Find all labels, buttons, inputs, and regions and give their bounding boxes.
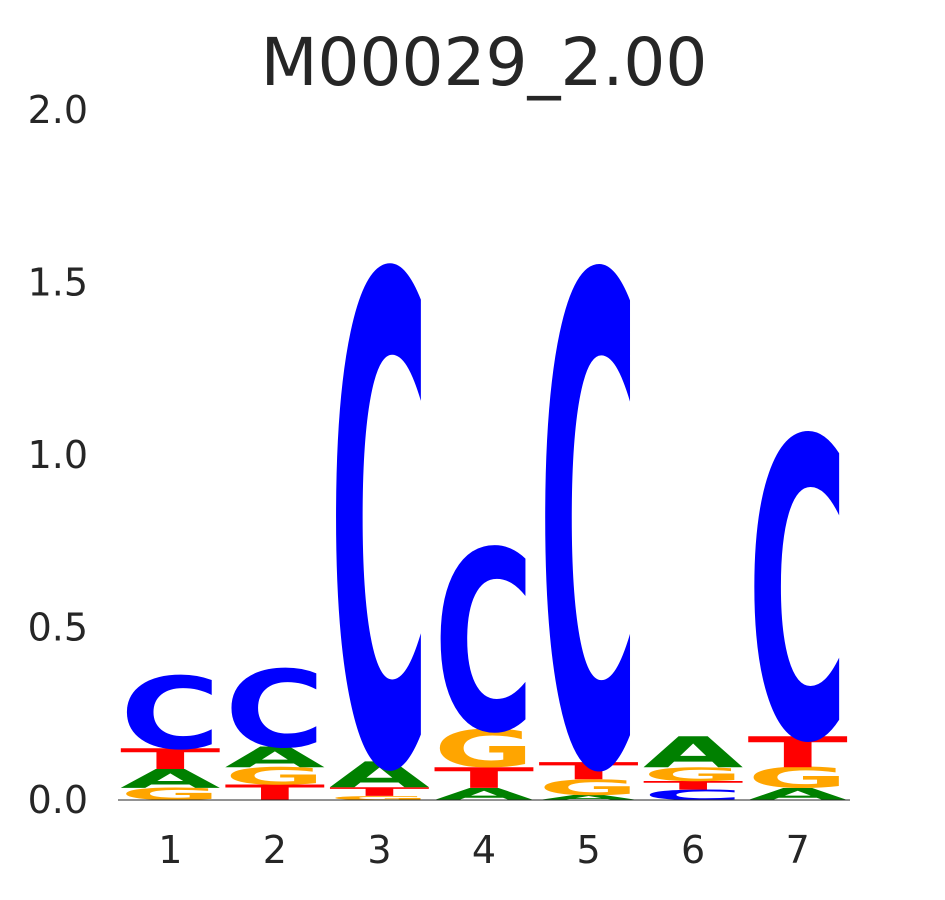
logo-letter-C: C (225, 648, 325, 772)
logo-letter-G: G (643, 764, 743, 786)
x-tick-label: 4 (472, 828, 496, 872)
logo-letter-T: T (643, 779, 743, 793)
logo-letter-A: A (748, 785, 849, 804)
logo-letter-G: G (434, 720, 534, 780)
logo-letter-T: T (225, 780, 326, 805)
y-tick-label: 1.5 (28, 261, 88, 305)
logo-letter-C: C (748, 356, 848, 834)
logo-letter-C: C (434, 500, 534, 789)
logo-letter-A: A (434, 785, 535, 804)
logo-letter-A: A (225, 741, 326, 774)
y-tick-label: 0.5 (28, 606, 88, 650)
logo-letter-C: C (643, 787, 743, 803)
logo-letter-A: A (329, 755, 430, 796)
logo-letter-T: T (120, 743, 220, 776)
chart-title: M00029_2.00 (261, 24, 708, 101)
logo-letter-G: G (538, 775, 638, 800)
logo-letter-C: C (329, 139, 429, 900)
logo-letter-T: T (434, 762, 534, 795)
logo-letter-G: G (329, 795, 429, 802)
logo-letter-C: C (538, 140, 638, 900)
logo-letter-G: G (225, 762, 325, 790)
logo-letter-T: T (748, 728, 849, 778)
logo-letter-A: A (538, 793, 638, 801)
logo-letter-A: A (120, 764, 220, 794)
x-tick-label: 6 (681, 828, 705, 872)
y-tick-label: 2.0 (28, 88, 88, 132)
logo-letter-T: T (329, 785, 429, 799)
x-tick-label: 2 (263, 828, 287, 872)
x-tick-label: 3 (367, 828, 391, 872)
logo-letter-G: G (748, 762, 848, 795)
x-axis: 1 2 3 4 5 6 7 (158, 828, 810, 872)
y-tick-label: 0.0 (28, 778, 88, 822)
logo-letter-G: G (120, 785, 220, 804)
y-tick-label: 1.0 (28, 433, 88, 477)
x-tick-label: 5 (576, 828, 600, 872)
y-axis: 0.0 0.5 1.0 1.5 2.0 (28, 88, 88, 822)
logo-letter-A: A (643, 728, 744, 778)
x-tick-label: 1 (158, 828, 182, 872)
logo-letter-C: C (120, 657, 220, 772)
logo-letter-T: T (538, 757, 639, 785)
x-tick-label: 7 (786, 828, 810, 872)
